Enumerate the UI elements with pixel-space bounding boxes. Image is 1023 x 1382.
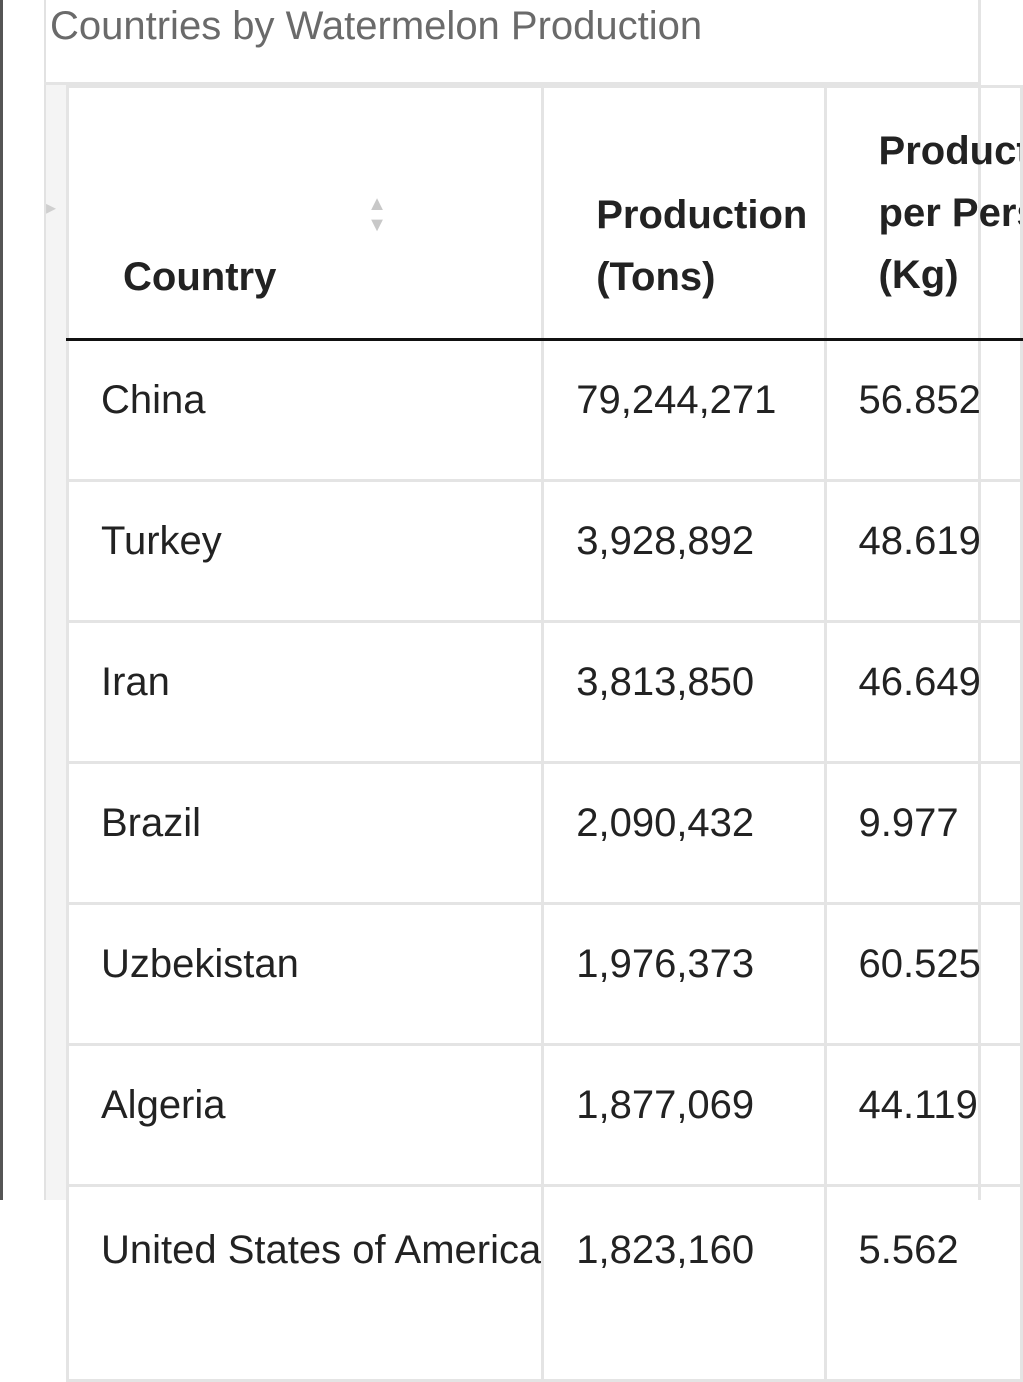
column-header-per-person[interactable]: Production per Person (Kg) [823,85,1023,341]
cell-per-person: 9.977 [823,761,1023,905]
cell-per-person: 60.525 [823,902,1023,1046]
table-panel-border [44,0,46,1200]
cell-per-person: 46.649 [823,620,1023,764]
cell-country: Brazil [65,761,545,905]
table-row: China 79,244,271 56.852 [65,338,1023,482]
cell-production: 1,877,069 [541,1043,827,1187]
table-row: United States of America 1,823,160 5.562 [65,1184,1023,1382]
table-row: Algeria 1,877,069 44.119 [65,1043,1023,1187]
column-header-label-line: Production [878,129,1019,173]
table-caption: Countries by Watermelon Production [50,4,703,48]
table-row: Turkey 3,928,892 48.619 [65,479,1023,623]
cell-production: 2,090,432 [541,761,827,905]
cell-production: 3,813,850 [541,620,827,764]
table-row: Brazil 2,090,432 9.977 [65,761,1023,905]
table-row: Uzbekistan 1,976,373 60.525 [65,902,1023,1046]
cell-country: Turkey [65,479,545,623]
cell-production: 79,244,271 [541,338,827,482]
column-header-label-line: per Person [878,191,1019,235]
cell-per-person: 48.619 [823,479,1023,623]
production-table: Country ▲▼ Production (Tons) ▲▼ Producti… [65,85,1023,1382]
caption-divider [44,82,980,85]
column-header-label-line: (Kg) [878,253,959,297]
column-header-country[interactable]: Country ▲ ▼ [65,85,545,341]
cell-country: Algeria [65,1043,545,1187]
cell-per-person: 5.562 [823,1184,1023,1382]
table-header-row: Country ▲▼ Production (Tons) ▲▼ Producti… [65,85,1023,341]
cell-country: United States of America [65,1184,545,1382]
cell-country: China [65,338,545,482]
cell-per-person: 56.852 [823,338,1023,482]
cell-production: 3,928,892 [541,479,827,623]
cell-production: 1,976,373 [541,902,827,1046]
hidden-rank-column [46,85,66,1200]
cell-production: 1,823,160 [541,1184,827,1382]
column-header-production[interactable]: Production (Tons) ▲▼ [541,85,827,341]
sort-arrows-icon[interactable]: ▸ [46,197,57,219]
window-left-edge [0,0,3,1200]
column-header-label: Production (Tons) [596,193,808,299]
cell-country: Iran [65,620,545,764]
cell-country: Uzbekistan [65,902,545,1046]
cell-per-person: 44.119 [823,1043,1023,1187]
column-header-label: Country [123,255,277,299]
table-row: Iran 3,813,850 46.649 [65,620,1023,764]
column-header-label: Production per Person (Kg) [878,120,1019,306]
sort-arrows-icon[interactable]: ▲ ▼ [367,193,387,236]
